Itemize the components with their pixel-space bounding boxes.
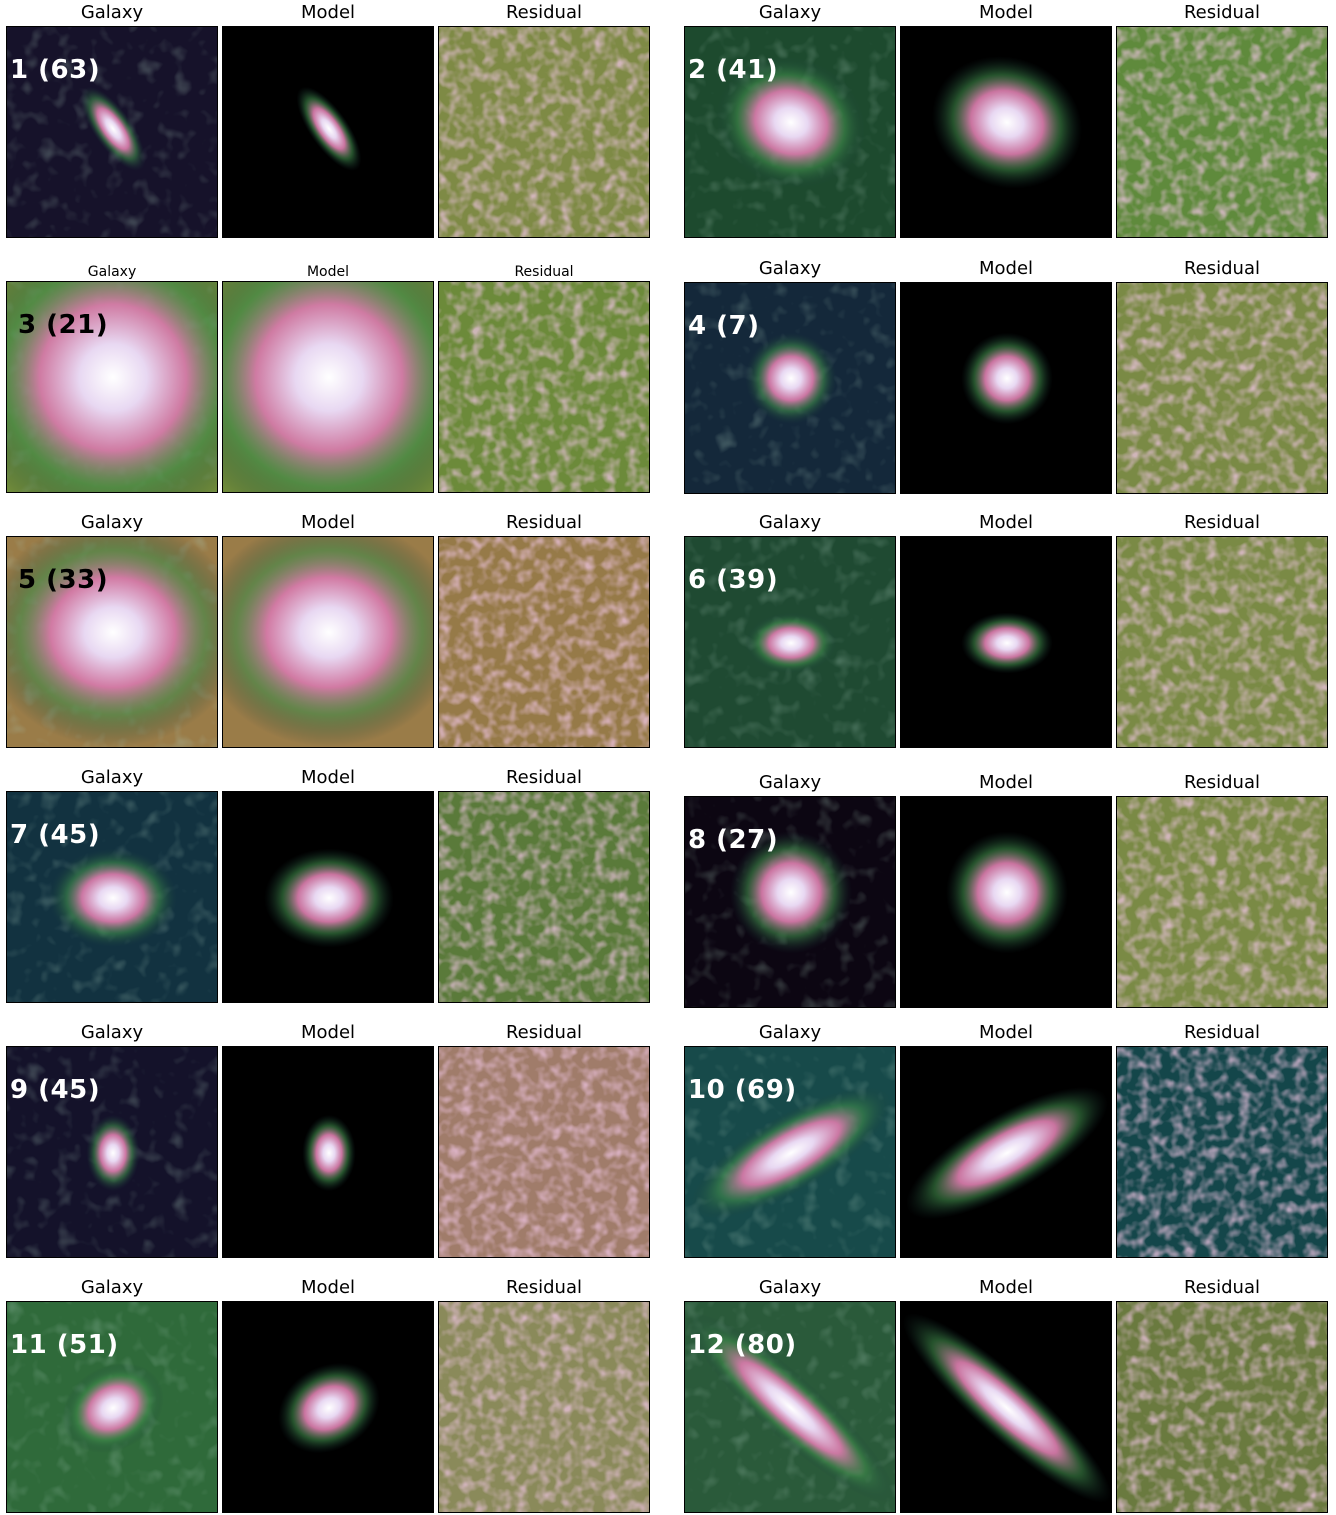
galaxy-id-label: 1 (63) xyxy=(10,55,101,85)
galaxy-column-title: Galaxy xyxy=(80,512,144,533)
model-column-title: Model xyxy=(978,1277,1034,1298)
galaxy-id-label: 6 (39) xyxy=(688,565,779,595)
model-image-panel xyxy=(900,26,1112,238)
galaxy-id-label: 2 (41) xyxy=(688,55,779,85)
galaxy-group-1: Galaxy 1 (63) Model Residual xyxy=(6,4,652,240)
galaxy-column-title: Galaxy xyxy=(758,772,822,793)
galaxy-image-panel: 10 (69) xyxy=(684,1046,896,1258)
galaxy-group-4: Galaxy 4 (7) Model Residual xyxy=(684,260,1330,496)
galaxy-id-label: 4 (7) xyxy=(688,311,760,341)
galaxy-column-title: Galaxy xyxy=(758,2,822,23)
residual-column-title: Residual xyxy=(1183,772,1261,793)
galaxy-column-title: Galaxy xyxy=(80,2,144,23)
model-image-panel xyxy=(222,26,434,238)
residual-image-panel xyxy=(438,26,650,238)
galaxy-group-7: Galaxy 7 (45) Model Residual xyxy=(6,769,652,1005)
galaxy-column-title: Galaxy xyxy=(758,258,822,279)
galaxy-group-12: Galaxy 12 (80) Model Residual xyxy=(684,1279,1330,1515)
galaxy-group-5: Galaxy 5 (33) Model Residual xyxy=(6,514,652,750)
galaxy-group-2: Galaxy 2 (41) Model Residual xyxy=(684,4,1330,240)
galaxy-group-11: Galaxy 11 (51) Model Residual xyxy=(6,1279,652,1515)
galaxy-image-panel: 7 (45) xyxy=(6,791,218,1003)
model-column-title: Model xyxy=(300,1277,356,1298)
model-image-panel xyxy=(900,1046,1112,1258)
residual-image-panel xyxy=(438,791,650,1003)
galaxy-id-label: 12 (80) xyxy=(688,1330,797,1360)
galaxy-id-label: 7 (45) xyxy=(10,820,101,850)
model-image-panel xyxy=(900,796,1112,1008)
galaxy-group-8: Galaxy 8 (27) Model Residual xyxy=(684,774,1330,1010)
galaxy-column-title: Galaxy xyxy=(80,1022,144,1043)
residual-image-panel xyxy=(438,1301,650,1513)
galaxy-group-3: Galaxy 3 (21) Model Residual xyxy=(6,259,652,495)
residual-image-panel xyxy=(438,536,650,748)
galaxy-column-title: Galaxy xyxy=(758,1277,822,1298)
galaxy-column-title: Galaxy xyxy=(80,1277,144,1298)
galaxy-column-title: Galaxy xyxy=(758,512,822,533)
residual-image-panel xyxy=(1116,536,1328,748)
galaxy-id-label: 5 (33) xyxy=(18,565,109,595)
galaxy-column-title: Galaxy xyxy=(758,1022,822,1043)
residual-column-title: Residual xyxy=(514,264,574,280)
model-image-panel xyxy=(900,282,1112,494)
residual-image-panel xyxy=(1116,1301,1328,1513)
model-image-panel xyxy=(900,536,1112,748)
galaxy-image-panel: 11 (51) xyxy=(6,1301,218,1513)
model-column-title: Model xyxy=(978,258,1034,279)
residual-column-title: Residual xyxy=(505,512,583,533)
residual-image-panel xyxy=(1116,282,1328,494)
model-image-panel xyxy=(222,536,434,748)
residual-column-title: Residual xyxy=(1183,512,1261,533)
residual-column-title: Residual xyxy=(1183,1277,1261,1298)
model-image-panel xyxy=(222,1301,434,1513)
galaxy-id-label: 10 (69) xyxy=(688,1075,797,1105)
residual-image-panel xyxy=(438,1046,650,1258)
model-column-title: Model xyxy=(978,772,1034,793)
model-image-panel xyxy=(222,791,434,1003)
residual-column-title: Residual xyxy=(505,1022,583,1043)
model-column-title: Model xyxy=(978,512,1034,533)
model-column-title: Model xyxy=(300,512,356,533)
model-column-title: Model xyxy=(978,2,1034,23)
residual-image-panel xyxy=(1116,1046,1328,1258)
galaxy-id-label: 8 (27) xyxy=(688,825,779,855)
galaxy-group-9: Galaxy 9 (45) Model Residual xyxy=(6,1024,652,1260)
model-column-title: Model xyxy=(300,767,356,788)
galaxy-image-panel: 3 (21) xyxy=(6,281,218,493)
galaxy-image-panel: 2 (41) xyxy=(684,26,896,238)
model-image-panel xyxy=(222,1046,434,1258)
galaxy-image-panel: 12 (80) xyxy=(684,1301,896,1513)
residual-column-title: Residual xyxy=(1183,1022,1261,1043)
galaxy-id-label: 3 (21) xyxy=(18,310,109,340)
galaxy-group-10: Galaxy 10 (69) Model Residual xyxy=(684,1024,1330,1260)
model-image-panel xyxy=(222,281,434,493)
galaxy-id-label: 9 (45) xyxy=(10,1075,101,1105)
residual-image-panel xyxy=(438,281,650,493)
galaxy-image-panel: 9 (45) xyxy=(6,1046,218,1258)
residual-column-title: Residual xyxy=(505,767,583,788)
galaxy-group-6: Galaxy 6 (39) Model Residual xyxy=(684,514,1330,750)
galaxy-image-panel: 6 (39) xyxy=(684,536,896,748)
model-column-title: Model xyxy=(978,1022,1034,1043)
galaxy-column-title: Galaxy xyxy=(80,767,144,788)
galaxy-column-title: Galaxy xyxy=(87,264,137,280)
model-column-title: Model xyxy=(306,264,350,280)
model-image-panel xyxy=(900,1301,1112,1513)
residual-column-title: Residual xyxy=(505,2,583,23)
model-column-title: Model xyxy=(300,2,356,23)
galaxy-image-panel: 4 (7) xyxy=(684,282,896,494)
galaxy-id-label: 11 (51) xyxy=(10,1330,119,1360)
residual-column-title: Residual xyxy=(1183,2,1261,23)
galaxy-image-panel: 1 (63) xyxy=(6,26,218,238)
residual-image-panel xyxy=(1116,26,1328,238)
galaxy-image-panel: 8 (27) xyxy=(684,796,896,1008)
galaxy-image-panel: 5 (33) xyxy=(6,536,218,748)
residual-image-panel xyxy=(1116,796,1328,1008)
residual-column-title: Residual xyxy=(505,1277,583,1298)
residual-column-title: Residual xyxy=(1183,258,1261,279)
model-column-title: Model xyxy=(300,1022,356,1043)
